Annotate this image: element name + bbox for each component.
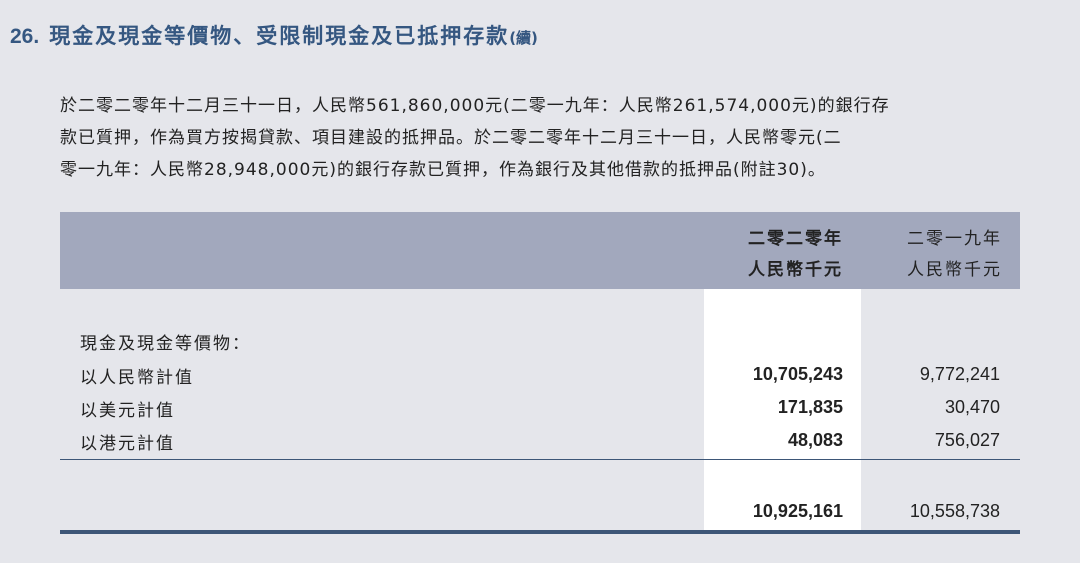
section-number: 26. <box>10 25 40 48</box>
paragraph-line: 款已質押，作為買方按揭貸款、項目建設的抵押品。於二零二零年十二月三十一日，人民幣… <box>60 128 842 148</box>
cell-2020: 10,705,243 <box>752 364 843 384</box>
paragraph-line: 於二零二零年十二月三十一日，人民幣561,860,000元(二零一九年：人民幣2… <box>60 96 890 116</box>
column-year: 二零二零年 <box>748 229 843 249</box>
table-header-band <box>60 212 1020 289</box>
cell-2020: 171,835 <box>777 397 843 417</box>
cell-2020: 48,083 <box>787 430 843 450</box>
note-paragraph: 於二零二零年十二月三十一日，人民幣561,860,000元(二零一九年：人民幣2… <box>60 90 1040 186</box>
total-2020: 10,925,161 <box>752 501 843 521</box>
column-unit: 人民幣千元 <box>907 260 1002 280</box>
section-title-suffix: (續) <box>509 29 538 47</box>
row-label: 以美元計值 <box>80 401 175 421</box>
cell-2019: 756,027 <box>934 430 1000 450</box>
cell-2019: 30,470 <box>944 397 1000 417</box>
subtotal-rule <box>60 459 1020 460</box>
column-header-2020: 二零二零年 人民幣千元 <box>686 224 843 286</box>
row-label: 以人民幣計值 <box>80 368 194 388</box>
current-year-highlight <box>704 289 861 531</box>
section-label: 現金及現金等價物： <box>80 334 251 354</box>
column-header-2019: 二零一九年 人民幣千元 <box>845 224 1002 286</box>
column-unit: 人民幣千元 <box>748 260 843 280</box>
column-year: 二零一九年 <box>907 229 1002 249</box>
section-title: 26. 現金及現金等價物、受限制現金及已抵押存款(續) <box>10 20 538 50</box>
cell-2019: 9,772,241 <box>919 364 1000 384</box>
section-title-text: 現金及現金等價物、受限制現金及已抵押存款 <box>49 24 510 48</box>
total-2019: 10,558,738 <box>909 501 1000 521</box>
row-label: 以港元計值 <box>80 434 175 454</box>
total-rule <box>60 530 1020 534</box>
paragraph-line: 零一九年：人民幣28,948,000元)的銀行存款已質押，作為銀行及其他借款的抵… <box>60 160 826 180</box>
